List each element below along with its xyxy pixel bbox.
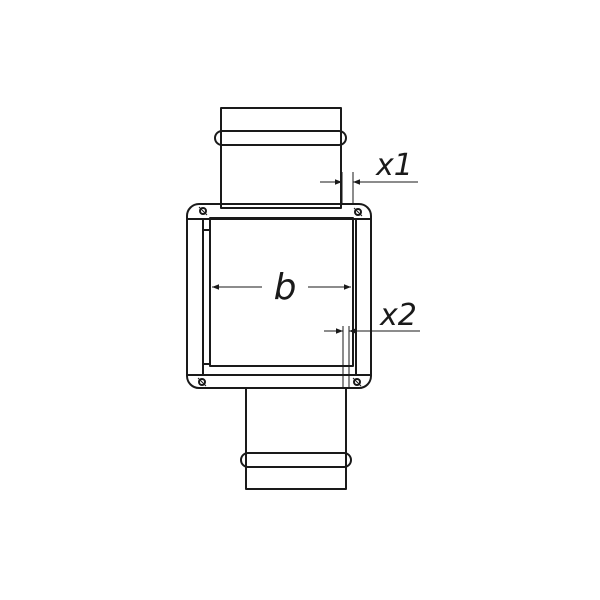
dimension-label-x2: x2 <box>379 298 417 333</box>
dimension-x1: x1 <box>320 148 418 204</box>
corner-bolts <box>197 206 363 387</box>
upper-pipe <box>214 107 347 209</box>
bolt-top-left <box>198 206 208 216</box>
inspection-panel <box>202 217 354 367</box>
bolt-bottom-right <box>352 377 362 387</box>
dimension-x2: x2 <box>324 298 420 388</box>
bolt-top-right <box>353 207 363 217</box>
bolt-bottom-left <box>197 377 207 387</box>
dimension-label-b: b <box>274 267 297 308</box>
dimension-label-x1: x1 <box>375 148 413 183</box>
dimension-b: b <box>212 267 351 308</box>
lower-pipe <box>240 387 352 490</box>
